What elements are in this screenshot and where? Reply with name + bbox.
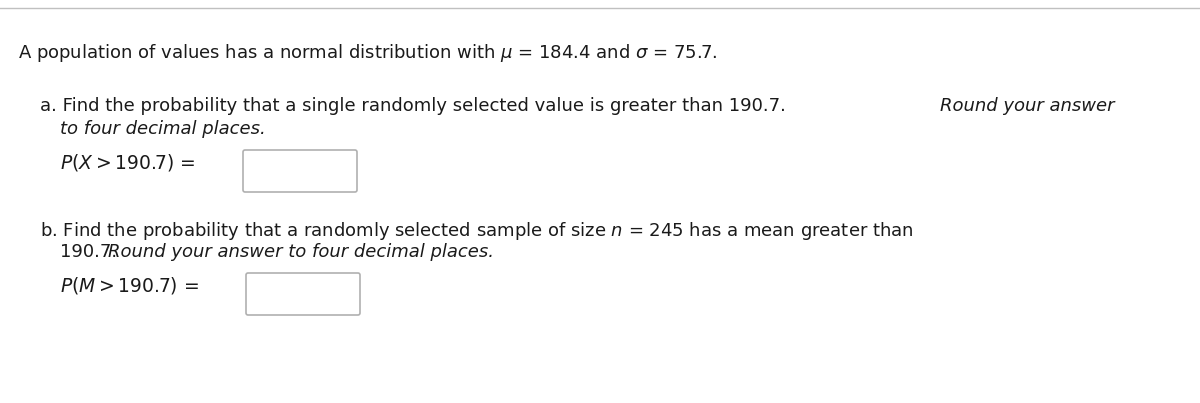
- FancyBboxPatch shape: [242, 150, 358, 192]
- Text: 190.7.: 190.7.: [60, 243, 122, 261]
- Text: $P(X > 190.7)$ =: $P(X > 190.7)$ =: [60, 152, 196, 173]
- Text: Round your answer to four decimal places.: Round your answer to four decimal places…: [108, 243, 494, 261]
- Text: A population of values has a normal distribution with $\mu$ = 184.4 and $\sigma$: A population of values has a normal dist…: [18, 42, 718, 64]
- FancyBboxPatch shape: [246, 273, 360, 315]
- Text: b. Find the probability that a randomly selected sample of size $n$ = 245 has a : b. Find the probability that a randomly …: [40, 220, 913, 242]
- Text: a. Find the probability that a single randomly selected value is greater than 19: a. Find the probability that a single ra…: [40, 97, 792, 115]
- Text: to four decimal places.: to four decimal places.: [60, 120, 265, 138]
- Text: $P(M > 190.7)$ =: $P(M > 190.7)$ =: [60, 275, 199, 296]
- Text: Round your answer: Round your answer: [940, 97, 1115, 115]
